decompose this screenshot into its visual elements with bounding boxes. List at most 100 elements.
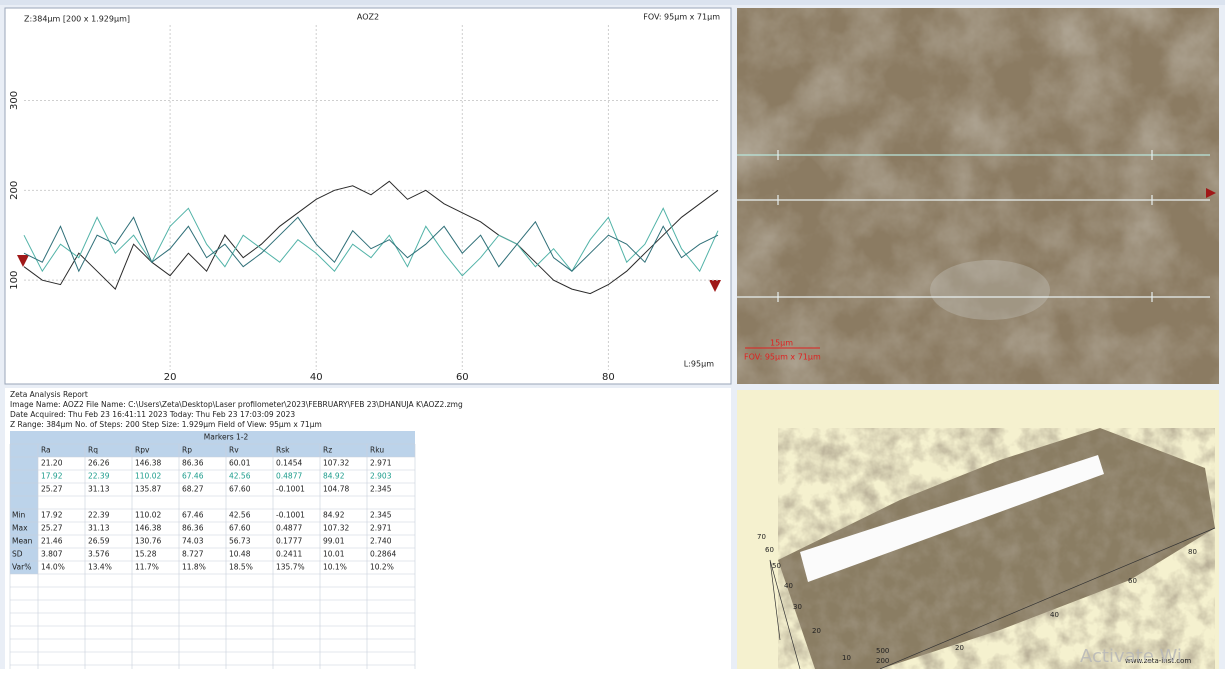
os-watermark: Activate Wi [1080, 646, 1182, 667]
table-cell: 26.26 [88, 459, 110, 468]
column-header: Ra [41, 446, 51, 455]
table-cell: 84.92 [323, 511, 345, 520]
table-cell: 25.27 [41, 524, 63, 533]
row-label-cell [10, 483, 38, 496]
axis-3d-label: 10 [842, 654, 851, 662]
fov-label: FOV: 95µm x 71µm [643, 13, 720, 22]
table-group: Markers 1-2 [204, 433, 249, 442]
report-panel [5, 388, 731, 669]
table-cell: 31.13 [88, 485, 110, 494]
column-header: Rku [370, 446, 384, 455]
profile-panel [5, 8, 731, 384]
axis-3d-label: 80 [1188, 548, 1197, 556]
screen: Z:384µm [200 x 1.929µm] AOZ2 FOV: 95µm x… [0, 0, 1225, 669]
report-line: Image Name: AOZ2 File Name: C:\Users\Zet… [10, 400, 463, 409]
table-cell: 10.2% [370, 563, 394, 572]
table-cell: 67.60 [229, 524, 251, 533]
y-tick-label: 300 [9, 91, 20, 110]
table-cell: 135.7% [276, 563, 305, 572]
table-cell: 17.92 [41, 472, 63, 481]
table-cell: 2.903 [370, 472, 392, 481]
table-cell: 3.576 [88, 550, 110, 559]
report-title: Zeta Analysis Report [10, 390, 88, 399]
x-tick-label: 80 [602, 372, 615, 383]
axis-3d-label: 50 [772, 562, 781, 570]
table-cell: 8.727 [182, 550, 204, 559]
column-header: Rp [182, 446, 192, 455]
axis-3d-label: 20 [812, 627, 821, 635]
table-cell: 67.46 [182, 472, 204, 481]
table-cell: 2.971 [370, 459, 392, 468]
table-cell: 2.971 [370, 524, 392, 533]
table-cell: 130.76 [135, 537, 161, 546]
table-cell: 104.78 [323, 485, 349, 494]
table-cell: 2.345 [370, 511, 392, 520]
x-tick-label: 60 [456, 372, 469, 383]
axis-3d-label: 30 [793, 603, 802, 611]
table-cell: 68.27 [182, 485, 204, 494]
column-header: Rpv [135, 446, 150, 455]
table-cell: 0.4877 [276, 472, 302, 481]
axis-3d-label: 200 [876, 657, 889, 665]
table-cell: 11.8% [182, 563, 206, 572]
table-cell: 26.59 [88, 537, 110, 546]
table-cell: 14.0% [41, 563, 65, 572]
length-label: L:95µm [684, 360, 714, 369]
row-label: Mean [12, 537, 33, 546]
table-cell: 21.20 [41, 459, 63, 468]
axis-3d-label: 60 [765, 546, 774, 554]
table-cell: 11.7% [135, 563, 159, 572]
page: Z:384µm [200 x 1.929µm] AOZ2 FOV: 95µm x… [0, 0, 1225, 669]
row-label-cell [10, 457, 38, 470]
chart-subtitle: Z:384µm [200 x 1.929µm] [24, 15, 130, 24]
table-cell: 2.740 [370, 537, 392, 546]
table-cell: 99.01 [323, 537, 345, 546]
table-cell: 0.2411 [276, 550, 302, 559]
table-cell: 110.02 [135, 511, 161, 520]
table-cell: 86.36 [182, 524, 204, 533]
table-cell: 146.38 [135, 524, 161, 533]
table-cell: -0.1001 [276, 511, 305, 520]
axis-3d-label: 20 [955, 644, 964, 652]
image-fov-label: FOV: 95µm x 71µm [744, 353, 821, 362]
table-cell: 107.32 [323, 524, 349, 533]
column-header: Rq [88, 446, 98, 455]
axis-3d-label: 500 [876, 647, 889, 655]
table-cell: 17.92 [41, 511, 63, 520]
report-line: Date Acquired: Thu Feb 23 16:41:11 2023 … [10, 410, 295, 419]
chart-title: AOZ2 [357, 13, 379, 22]
axis-3d-label: 40 [784, 582, 793, 590]
image-highlight [930, 260, 1050, 320]
image-texture [737, 8, 1219, 384]
x-tick-label: 40 [310, 372, 323, 383]
row-label-cell [10, 496, 38, 509]
table-cell: 22.39 [88, 472, 110, 481]
table-cell: 13.4% [88, 563, 112, 572]
row-label: SD [12, 550, 23, 559]
table-cell: 21.46 [41, 537, 63, 546]
table-cell: 10.48 [229, 550, 251, 559]
table-cell: 56.73 [229, 537, 251, 546]
table-cell: 10.01 [323, 550, 345, 559]
report-line: Z Range: 384µm No. of Steps: 200 Step Si… [10, 420, 322, 429]
table-cell: 110.02 [135, 472, 161, 481]
table-cell: 146.38 [135, 459, 161, 468]
table-cell: 107.32 [323, 459, 349, 468]
column-header: Rsk [276, 446, 290, 455]
table-cell: 60.01 [229, 459, 251, 468]
scale-label: 15µm [770, 339, 793, 348]
table-cell: 67.46 [182, 511, 204, 520]
row-label-cell [10, 470, 38, 483]
table-cell: 42.56 [229, 511, 251, 520]
y-tick-label: 100 [9, 271, 20, 290]
table-cell: 67.60 [229, 485, 251, 494]
table-cell: 0.4877 [276, 524, 302, 533]
table-cell: 3.807 [41, 550, 63, 559]
table-cell: 0.2864 [370, 550, 396, 559]
x-tick-label: 20 [164, 372, 177, 383]
table-cell: 86.36 [182, 459, 204, 468]
table-cell: 2.345 [370, 485, 392, 494]
table-cell: 25.27 [41, 485, 63, 494]
table-cell: 0.1777 [276, 537, 302, 546]
table-cell: 0.1454 [276, 459, 302, 468]
